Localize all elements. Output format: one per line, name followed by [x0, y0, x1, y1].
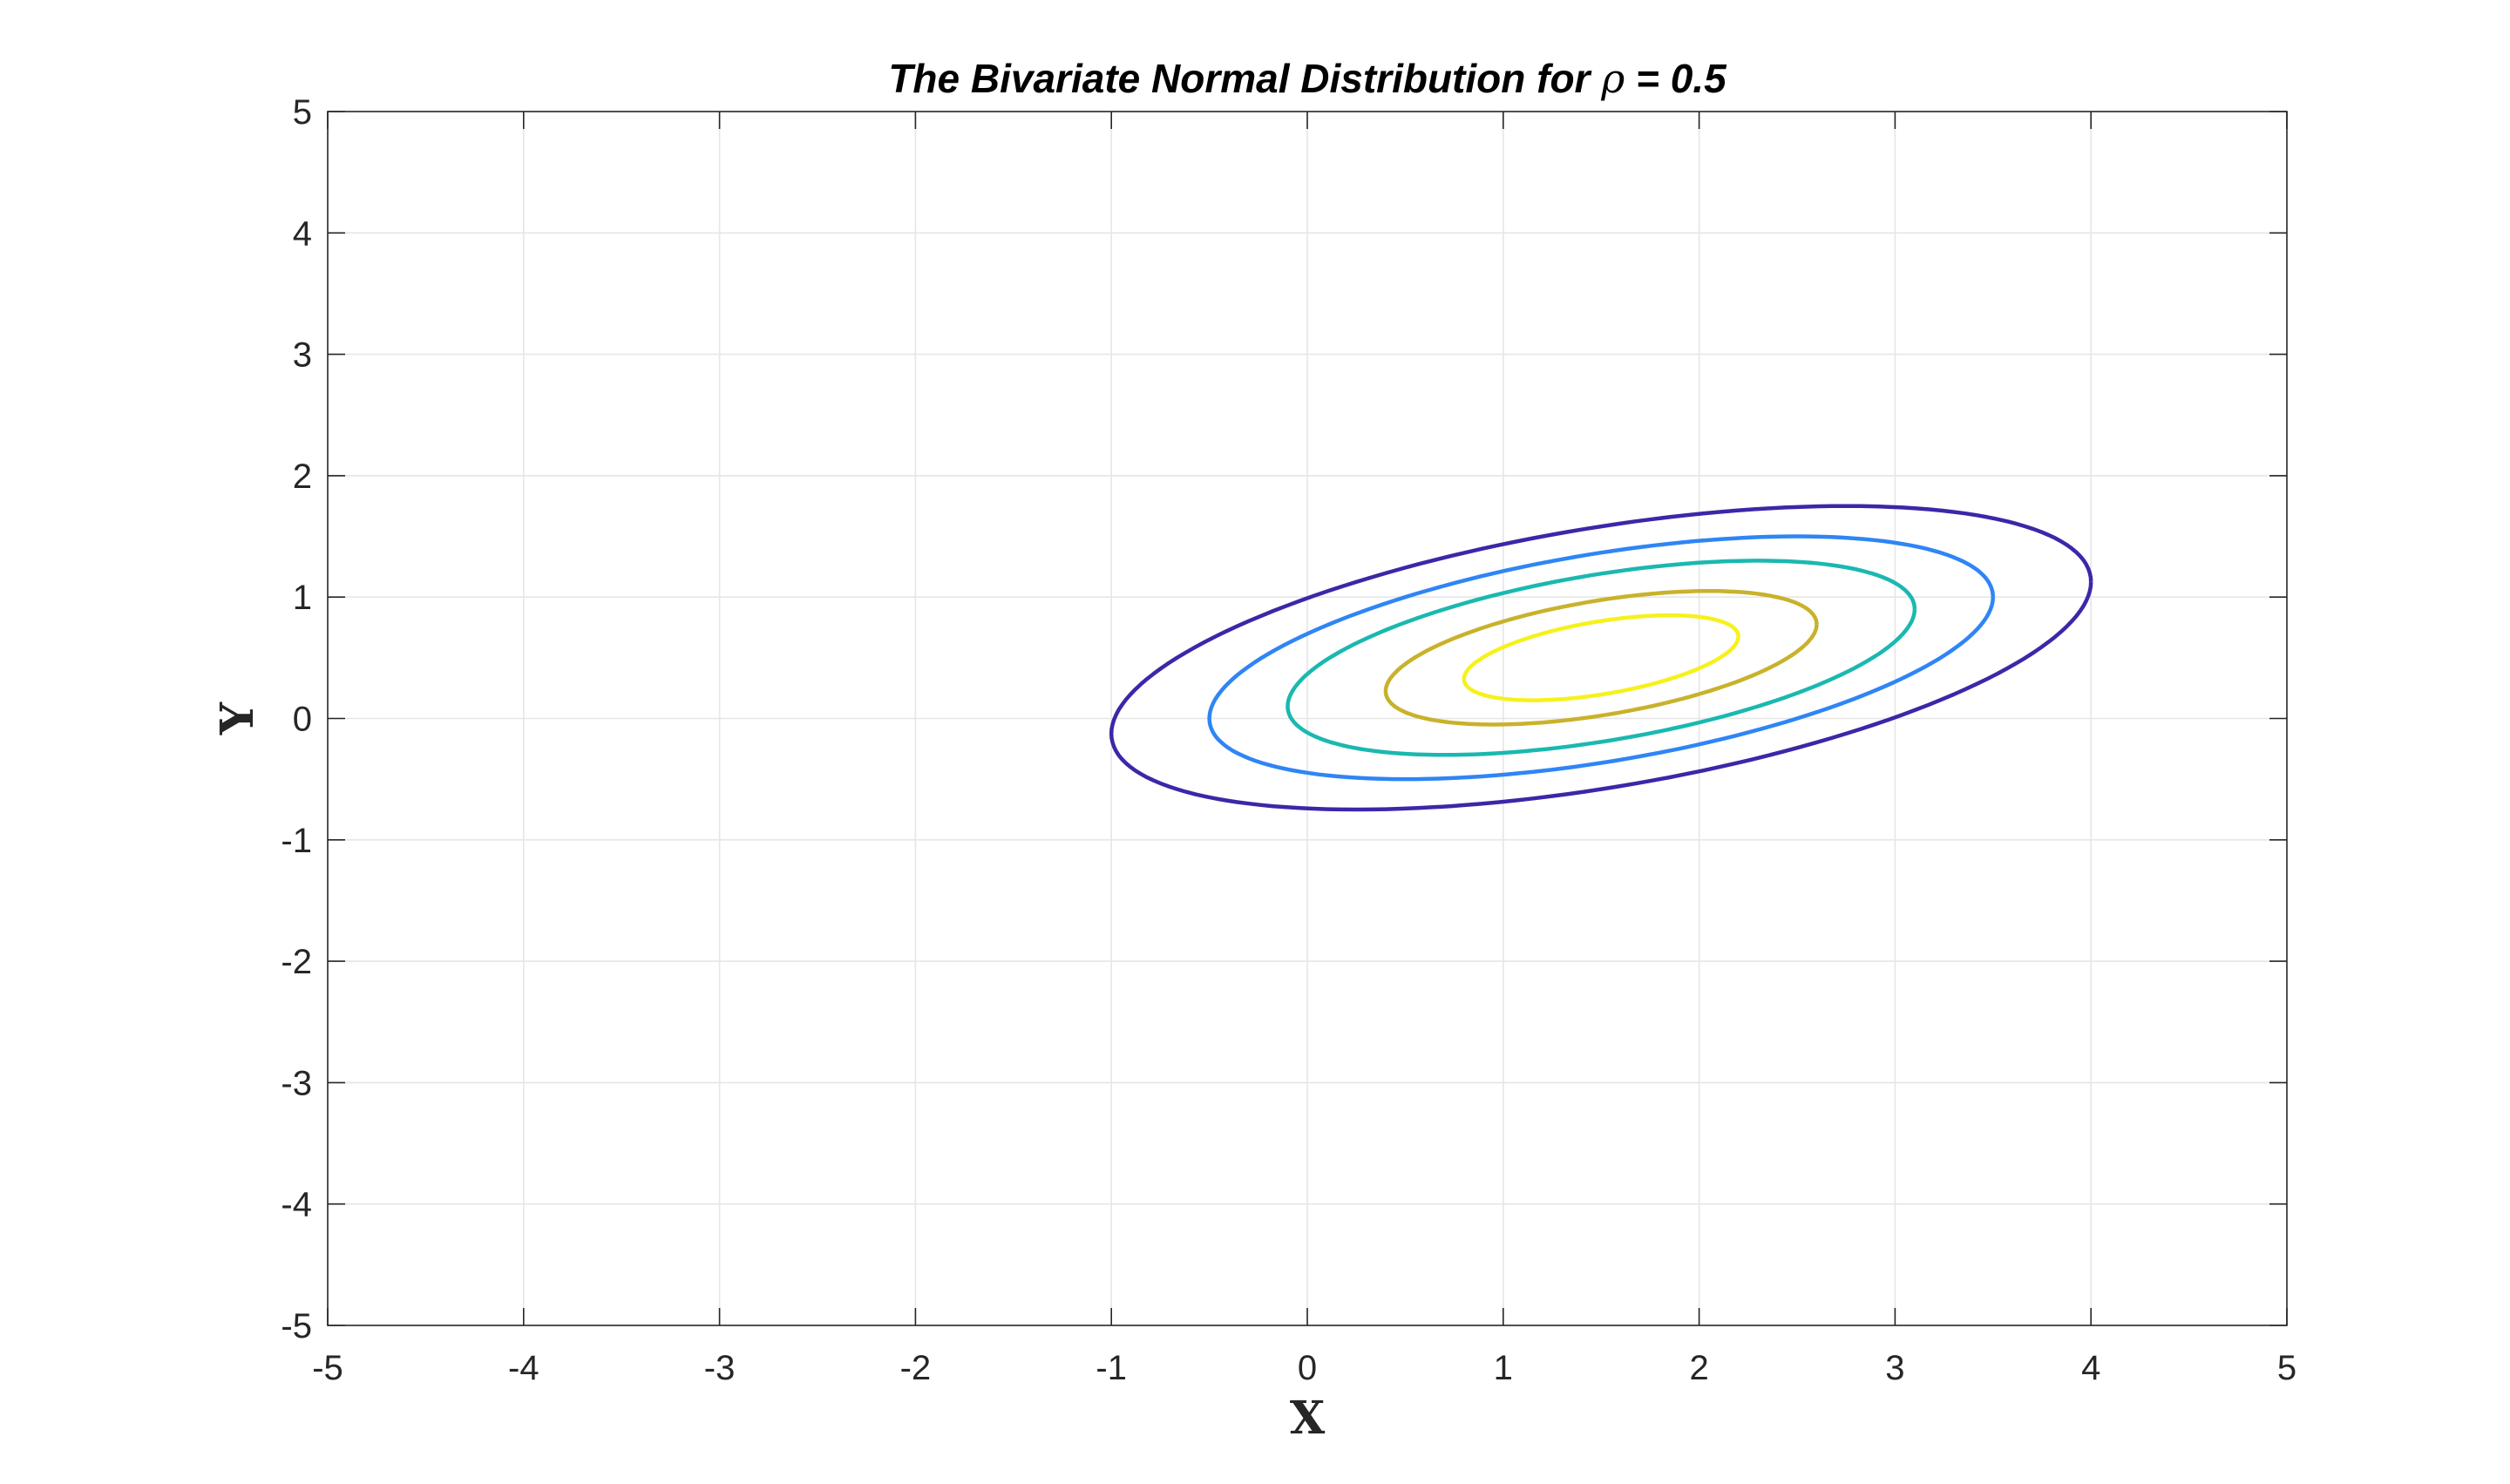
x-tick-label: 2	[1689, 1349, 1708, 1387]
x-tick-label: -4	[508, 1349, 539, 1387]
contour-line	[1207, 534, 1996, 782]
y-tick-label: -5	[281, 1307, 312, 1345]
contour-line	[1109, 504, 2093, 812]
y-tick-label: 1	[293, 579, 312, 617]
axis-ticks	[327, 111, 2288, 1326]
contour-line	[1383, 588, 1819, 727]
y-tick-label: 0	[293, 701, 312, 739]
chart-title-before: The Bivariate Normal Distribution for	[888, 56, 1601, 101]
y-tick-label: -2	[281, 943, 312, 981]
contour-line	[1462, 613, 1740, 702]
chart-title: The Bivariate Normal Distribution for ρ …	[888, 55, 1727, 102]
y-tick-label: 2	[293, 457, 312, 496]
x-tick-label: 3	[1885, 1349, 1904, 1387]
chart-title-after: = 0.5	[1625, 56, 1727, 101]
x-tick-label: -3	[704, 1349, 736, 1387]
x-tick-label: -2	[900, 1349, 932, 1387]
y-tick-label: 4	[293, 214, 312, 253]
x-tick-label: -5	[312, 1349, 343, 1387]
chart-title-symbol: ρ	[1600, 55, 1625, 102]
x-tick-label: 1	[1494, 1349, 1513, 1387]
x-tick-label: 4	[2081, 1349, 2100, 1387]
grid-lines	[328, 112, 2287, 1325]
y-tick-label: 3	[293, 336, 312, 375]
contour-line	[1286, 559, 1917, 757]
y-tick-label: -4	[281, 1186, 312, 1224]
y-tick-label: -3	[281, 1064, 312, 1102]
tick-labels: -5 -4 -3 -2 -1 0 1 2 3 4 5 -5 -4 -3 -2 -1 0 1 2 3 4 5	[281, 93, 2296, 1387]
x-axis-label: X	[1290, 1392, 1326, 1445]
y-tick-label: 5	[293, 93, 312, 132]
x-tick-label: 0	[1298, 1349, 1317, 1387]
contour-lines	[1109, 504, 2093, 812]
x-tick-label: 5	[2277, 1349, 2296, 1387]
y-tick-label: -1	[281, 822, 312, 860]
y-axis-label: Y	[211, 701, 264, 735]
x-tick-label: -1	[1096, 1349, 1127, 1387]
